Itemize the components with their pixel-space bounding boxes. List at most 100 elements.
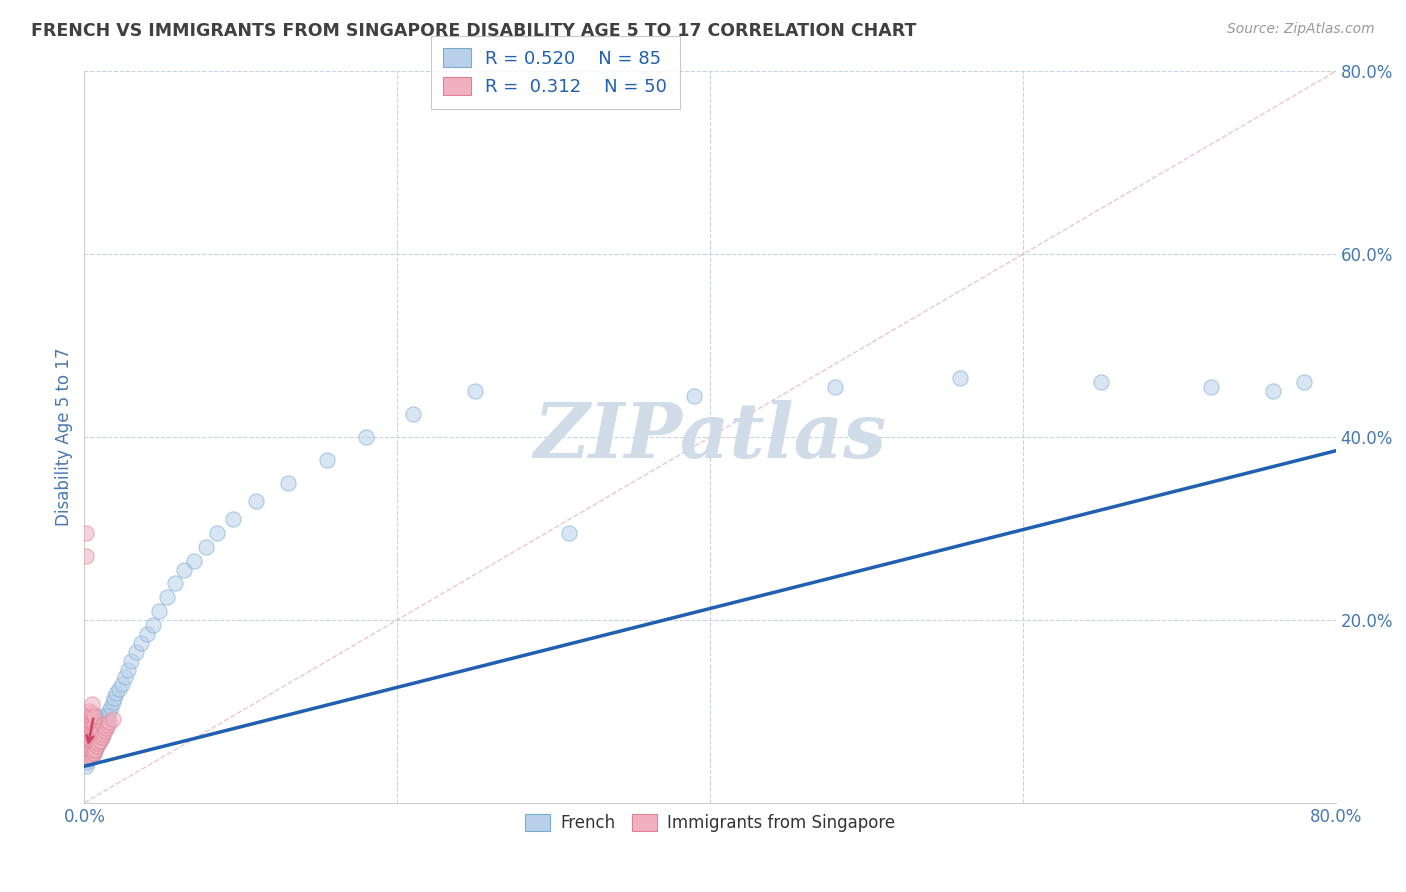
Point (207, 526, 229, 541)
Point (148, 604, 170, 618)
Point (83, 727, 105, 741)
Point (79, 731, 101, 746)
Point (82, 733, 104, 747)
Point (315, 453, 337, 467)
Point (75, 740, 97, 755)
Point (96, 715, 118, 730)
Point (87, 736, 110, 750)
Point (1199, 380, 1222, 394)
Point (84, 743, 107, 757)
Point (84, 724, 107, 739)
Point (90, 730, 112, 744)
Point (402, 407, 425, 421)
Point (82, 715, 104, 730)
Point (125, 645, 148, 659)
Point (1090, 375, 1112, 389)
Point (75, 549, 97, 563)
Point (89, 733, 111, 747)
Point (83, 718, 105, 732)
Point (114, 670, 136, 684)
Point (142, 617, 165, 632)
Point (89, 733, 111, 747)
Point (75, 731, 97, 746)
Point (82, 697, 104, 711)
Point (75, 526, 97, 541)
Point (75, 750, 97, 764)
Point (83, 727, 105, 741)
Point (82, 743, 104, 757)
Point (1263, 384, 1285, 399)
Point (195, 540, 218, 554)
Point (83, 709, 105, 723)
Point (79, 727, 101, 741)
Point (79, 718, 101, 732)
Point (98, 705, 121, 719)
Point (82, 724, 104, 739)
Point (83, 718, 105, 732)
Point (79, 740, 101, 755)
Point (79, 736, 101, 750)
Point (84, 715, 107, 730)
Point (75, 714, 97, 728)
Point (76, 727, 98, 741)
Point (79, 723, 101, 737)
Point (76, 727, 98, 741)
Text: ZIPatlas: ZIPatlas (533, 401, 887, 474)
Text: FRENCH VS IMMIGRANTS FROM SINGAPORE DISABILITY AGE 5 TO 17 CORRELATION CHART: FRENCH VS IMMIGRANTS FROM SINGAPORE DISA… (31, 22, 917, 40)
Point (117, 663, 139, 677)
Point (101, 712, 124, 726)
Point (76, 736, 98, 750)
Point (93, 724, 115, 739)
Point (183, 553, 205, 567)
Point (98, 715, 121, 730)
Point (91, 712, 114, 726)
Point (82, 730, 104, 744)
Point (77, 721, 100, 735)
Point (86, 739, 108, 753)
Point (464, 384, 486, 399)
Point (77, 705, 100, 719)
Point (79, 718, 101, 732)
Point (83, 746, 105, 760)
Point (83, 746, 105, 760)
Point (104, 686, 127, 700)
Point (82, 721, 104, 735)
Legend: R = 0.520    N = 85, R =  0.312    N = 50: R = 0.520 N = 85, R = 0.312 N = 50 (430, 36, 679, 109)
Point (96, 721, 118, 735)
Point (103, 690, 125, 705)
Point (101, 695, 124, 709)
Point (90, 730, 112, 744)
Point (97, 718, 120, 732)
Point (84, 724, 107, 739)
Point (76, 746, 98, 760)
Point (86, 730, 108, 744)
Point (87, 714, 110, 728)
Point (93, 709, 115, 723)
Point (136, 626, 159, 640)
Point (75, 750, 97, 764)
Point (75, 731, 97, 746)
Point (75, 723, 97, 737)
Point (79, 709, 101, 723)
Point (86, 739, 108, 753)
Point (86, 721, 108, 735)
Point (89, 724, 111, 739)
Point (77, 750, 100, 764)
Point (77, 723, 100, 737)
Point (173, 563, 195, 577)
Point (83, 736, 105, 750)
Y-axis label: Disability Age 5 to 17: Disability Age 5 to 17 (55, 348, 73, 526)
Point (76, 709, 98, 723)
Point (82, 706, 104, 721)
Point (77, 740, 100, 755)
Point (1294, 375, 1316, 389)
Point (84, 743, 107, 757)
Point (77, 714, 100, 728)
Point (87, 727, 110, 741)
Point (77, 752, 100, 766)
Point (222, 512, 245, 526)
Point (107, 681, 129, 696)
Point (76, 755, 98, 769)
Point (824, 380, 846, 394)
Point (558, 526, 581, 541)
